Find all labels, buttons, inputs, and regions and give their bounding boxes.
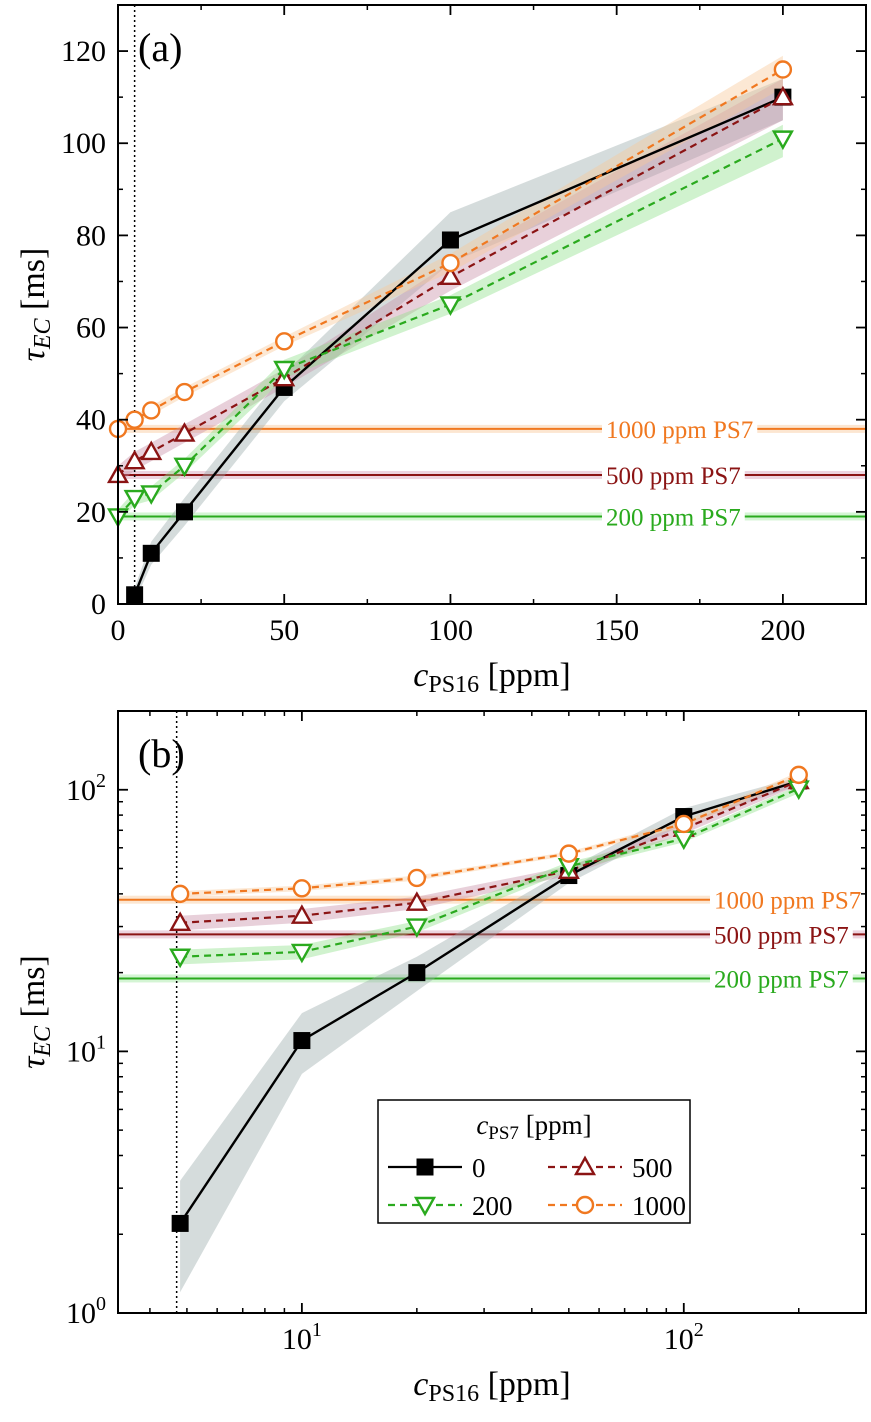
series-line-200 xyxy=(180,787,800,958)
legend-marker-500 xyxy=(573,1155,597,1176)
marker-1000 xyxy=(441,253,460,273)
marker-1000 xyxy=(789,765,808,785)
marker-1000 xyxy=(170,884,190,904)
marker-500 xyxy=(405,891,428,911)
marker-1000 xyxy=(175,382,194,402)
marker-0 xyxy=(175,503,193,521)
marker-500 xyxy=(169,911,192,932)
marker-500 xyxy=(771,85,794,106)
panel-label: (b) xyxy=(138,731,185,776)
panel-b: 1000 ppm PS7 500 ppm PS7 200 ppm PS7 101 102… xyxy=(15,710,867,1407)
marker-500 xyxy=(290,904,313,924)
marker-1000 xyxy=(292,879,312,898)
x-tick-label: 0 xyxy=(111,614,126,647)
series-band-200 xyxy=(118,124,783,524)
marker-200 xyxy=(123,489,146,510)
x-tick-label: 100 xyxy=(428,614,473,647)
legend-label-0: 0 xyxy=(472,1153,486,1183)
legend-marker-200 xyxy=(413,1196,437,1217)
legend-label-500: 500 xyxy=(632,1153,673,1183)
series-line-0 xyxy=(179,779,800,1225)
marker-1000 xyxy=(559,844,579,863)
x-tick-label: 50 xyxy=(269,614,299,647)
y-tick-label: 40 xyxy=(76,404,106,437)
y-tick-label: 100 xyxy=(66,1293,106,1330)
x-tick-label: 101 xyxy=(282,1319,322,1356)
series-band-500 xyxy=(180,776,799,931)
series-line-500 xyxy=(180,779,800,924)
marker-200 xyxy=(771,130,794,151)
panel-a: 1000 ppm PS7 500 ppm PS7 200 ppm PS7 0 50 100… xyxy=(15,4,867,698)
marker-200 xyxy=(439,296,462,316)
series-line-1000 xyxy=(180,773,800,895)
marker-1000 xyxy=(125,410,144,429)
marker-1000 xyxy=(142,401,161,420)
y-tick-label: 60 xyxy=(76,312,106,345)
plot-area xyxy=(118,5,866,604)
legend-marker-0 xyxy=(416,1158,434,1176)
marker-200 xyxy=(290,943,313,964)
marker-500 xyxy=(123,449,146,470)
marker-200 xyxy=(173,457,196,478)
legend-label-1000: 1000 xyxy=(632,1191,686,1221)
panel-label: (a) xyxy=(138,25,182,70)
marker-1000 xyxy=(773,60,793,79)
x-tick-label: 200 xyxy=(760,614,805,647)
marker-200 xyxy=(273,360,296,381)
reference-label-bg xyxy=(710,967,853,990)
plot-frame xyxy=(117,4,867,605)
reference-label: 500 ppm PS7 xyxy=(606,463,741,490)
marker-1000 xyxy=(674,814,693,834)
marker-1000 xyxy=(275,332,294,351)
marker-200 xyxy=(140,485,163,505)
y-tick-label: 80 xyxy=(76,219,106,252)
marker-1000 xyxy=(407,868,427,888)
plot-frame xyxy=(117,710,867,1314)
x-axis-label: cPS16 [ppm] xyxy=(413,657,570,698)
marker-200 xyxy=(405,918,428,939)
marker-0 xyxy=(171,1214,189,1232)
x-axis-label: cPS16 [ppm] xyxy=(413,1366,570,1407)
reference-label-bg xyxy=(602,417,758,440)
y-tick-label: 120 xyxy=(61,35,106,68)
reference-label: 200 ppm PS7 xyxy=(714,966,849,993)
legend: cPS7 [ppm] 0 500 200 1000 xyxy=(377,1099,691,1224)
y-tick-label: 100 xyxy=(61,127,106,160)
reference-label: 500 ppm PS7 xyxy=(714,922,849,949)
marker-0 xyxy=(441,231,459,249)
x-tick-label: 150 xyxy=(594,614,639,647)
x-tick-label: 102 xyxy=(664,1319,704,1356)
reference-label-bg xyxy=(710,923,853,946)
y-tick-label: 20 xyxy=(76,496,106,529)
reference-label: 1000 ppm PS7 xyxy=(714,888,861,915)
marker-0 xyxy=(293,1032,311,1050)
reference-label-bg xyxy=(602,505,745,528)
marker-500 xyxy=(439,265,462,286)
reference-label-bg xyxy=(602,463,745,486)
marker-200 xyxy=(169,948,192,969)
marker-0 xyxy=(142,544,160,562)
y-tick-label: 0 xyxy=(91,588,106,621)
legend-label-200: 200 xyxy=(472,1191,513,1221)
marker-0 xyxy=(408,964,426,982)
reference-label: 1000 ppm PS7 xyxy=(606,417,753,444)
y-axis-label: τEC [ms] xyxy=(15,248,56,362)
reference-label-bg xyxy=(710,888,866,911)
reference-label: 200 ppm PS7 xyxy=(606,504,741,531)
legend-title: cPS7 [ppm] xyxy=(476,1110,591,1144)
marker-0 xyxy=(126,586,144,604)
legend-marker-1000 xyxy=(575,1195,595,1215)
marker-500 xyxy=(140,440,163,461)
series-band-1000 xyxy=(180,771,799,897)
series-band-0 xyxy=(134,78,783,602)
y-axis-label: τEC [ms] xyxy=(15,955,56,1069)
y-tick-label: 101 xyxy=(66,1031,106,1068)
marker-500 xyxy=(173,422,196,442)
y-tick-label: 102 xyxy=(66,770,106,807)
